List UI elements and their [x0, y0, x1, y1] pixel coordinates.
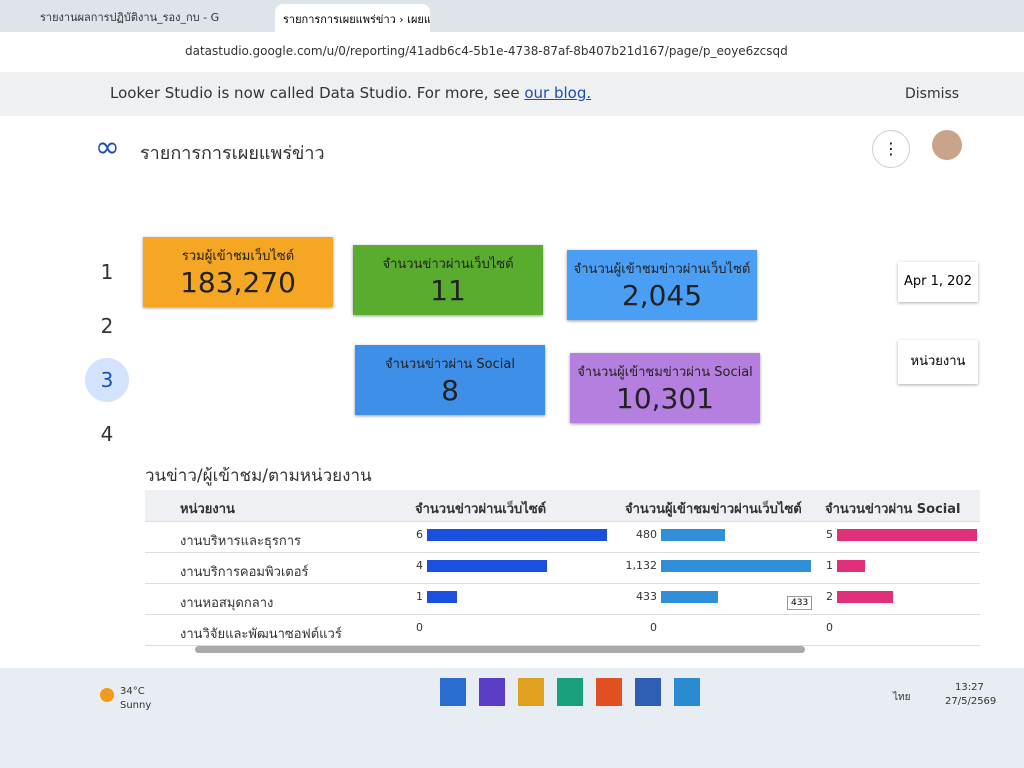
clock: 13:27 [955, 682, 984, 693]
scorecard-value: 2,045 [621, 279, 703, 312]
column-header[interactable]: จำนวนข่าวผ่านเว็บไซต์ [415, 502, 547, 517]
cell-bar [837, 560, 865, 572]
avatar[interactable] [932, 130, 962, 160]
logo: ∞ [95, 130, 120, 165]
cell-bar [837, 591, 893, 603]
menu-button[interactable]: ⋮ [872, 130, 910, 168]
cell-value: 1,132 [625, 559, 658, 572]
table-title: วนข่าว/ผู้เข้าชม/ตามหน่วยงาน [145, 466, 372, 486]
table-row: งานบริหารและธุรการ 6 480 5 [145, 521, 980, 553]
scorecard: จำนวนผู้เข้าชมข่าวผ่าน Social 10,301 [570, 353, 760, 423]
page-link[interactable]: 3 [85, 358, 129, 402]
column-header[interactable]: จำนวนข่าวผ่าน Social [825, 502, 961, 517]
page-link[interactable]: 4 [100, 422, 114, 446]
cell-value: 0 [416, 621, 423, 634]
date: 27/5/2569 [945, 696, 997, 707]
scorecard-value: 11 [430, 274, 466, 307]
row-label: งานหอสมุดกลาง [180, 596, 274, 611]
cell-bar [427, 529, 607, 541]
date-picker[interactable]: Apr 1, 202 [898, 262, 978, 302]
scorecard-label: จำนวนข่าวผ่านเว็บไซต์ [382, 257, 514, 272]
temperature: 34°C [120, 686, 145, 697]
browser-chrome: รายงานผลการปฏิบัติงาน_รอง_กบ - G รายการก… [0, 0, 1024, 72]
report-title: รายการการเผยแพร่ข่าว [140, 143, 325, 164]
table-row: งานวิจัยและพัฒนาซอฟต์แวร์ 0 0 0 [145, 614, 980, 646]
taskbar-apps[interactable] [440, 678, 700, 706]
scorecard-value: 183,270 [180, 266, 296, 299]
cell-value: 2 [826, 590, 833, 603]
scorecard: จำนวนข่าวผ่านเว็บไซต์ 11 [353, 245, 543, 315]
cell-value: 4 [416, 559, 423, 572]
scorecard-label: จำนวนผู้เข้าชมข่าวผ่านเว็บไซต์ [573, 262, 751, 277]
table-row: งานบริการคอมพิวเตอร์ 4 1,132 1 [145, 552, 980, 584]
cell-value: 5 [826, 528, 833, 541]
cell-value: 6 [416, 528, 423, 541]
scorecard-label: รวมผู้เข้าชมเว็บไซต์ [181, 249, 295, 264]
banner-message: Looker Studio is now called Data Studio.… [110, 84, 525, 102]
tab[interactable]: รายงานผลการปฏิบัติงาน_รอง_กบ - G [40, 11, 220, 24]
table-row: งานหอสมุดกลาง 1 433 2 [145, 583, 980, 615]
banner: Looker Studio is now called Data Studio.… [0, 72, 1024, 116]
cell-value: 0 [650, 621, 657, 634]
scrollbar[interactable] [195, 646, 805, 653]
scorecard: รวมผู้เข้าชมเว็บไซต์ 183,270 [143, 237, 333, 307]
cell-value: 1 [416, 590, 423, 603]
scorecard-value: 8 [441, 374, 459, 407]
row-label: งานบริการคอมพิวเตอร์ [180, 565, 309, 580]
scorecard: จำนวนข่าวผ่าน Social 8 [355, 345, 545, 415]
page-link[interactable]: 1 [100, 260, 114, 284]
scorecard-label: จำนวนข่าวผ่าน Social [385, 357, 515, 372]
banner-text: Looker Studio is now called Data Studio.… [110, 84, 591, 102]
table-header: หน่วยงาน จำนวนข่าวผ่านเว็บไซต์ จำนวนผู้เข้… [145, 490, 980, 522]
cell-bar [427, 560, 547, 572]
row-label: งานบริหารและธุรการ [180, 534, 302, 549]
tab[interactable]: รายการการเผยแพร่ข่าว › เผยแพร่ข่า [275, 4, 430, 32]
page-link[interactable]: 2 [100, 314, 114, 338]
cell-value: 480 [636, 528, 657, 541]
scorecard-label: จำนวนผู้เข้าชมข่าวผ่าน Social [577, 365, 753, 380]
cell-bar [661, 591, 719, 603]
blog-link[interactable]: our blog. [524, 84, 592, 102]
row-label: งานวิจัยและพัฒนาซอฟต์แวร์ [180, 627, 342, 642]
cell-value: 0 [826, 621, 833, 634]
cell-value: 433 [636, 590, 657, 603]
tooltip: 433 [787, 596, 813, 610]
cell-bar [427, 591, 457, 603]
cell-bar [661, 529, 725, 541]
scorecard: จำนวนผู้เข้าชมข่าวผ่านเว็บไซต์ 2,045 [567, 250, 757, 320]
cell-value: 1 [826, 559, 833, 572]
dismiss-button[interactable]: Dismiss [905, 86, 960, 102]
column-header[interactable]: หน่วยงาน [180, 502, 235, 517]
scorecard-value: 10,301 [616, 382, 714, 415]
cell-bar [661, 560, 811, 572]
filter-control[interactable]: หน่วยงาน [898, 340, 978, 384]
weather: Sunny [120, 700, 152, 711]
cell-bar [837, 529, 977, 541]
column-header[interactable]: จำนวนผู้เข้าชมข่าวผ่านเว็บไซต์ [625, 502, 802, 517]
language[interactable]: ไทย [893, 692, 911, 703]
url-bar[interactable]: datastudio.google.com/u/0/reporting/41ad… [185, 44, 788, 58]
taskbar: 34°C Sunny ไทย 13:27 27/5/2569 [0, 668, 1024, 768]
